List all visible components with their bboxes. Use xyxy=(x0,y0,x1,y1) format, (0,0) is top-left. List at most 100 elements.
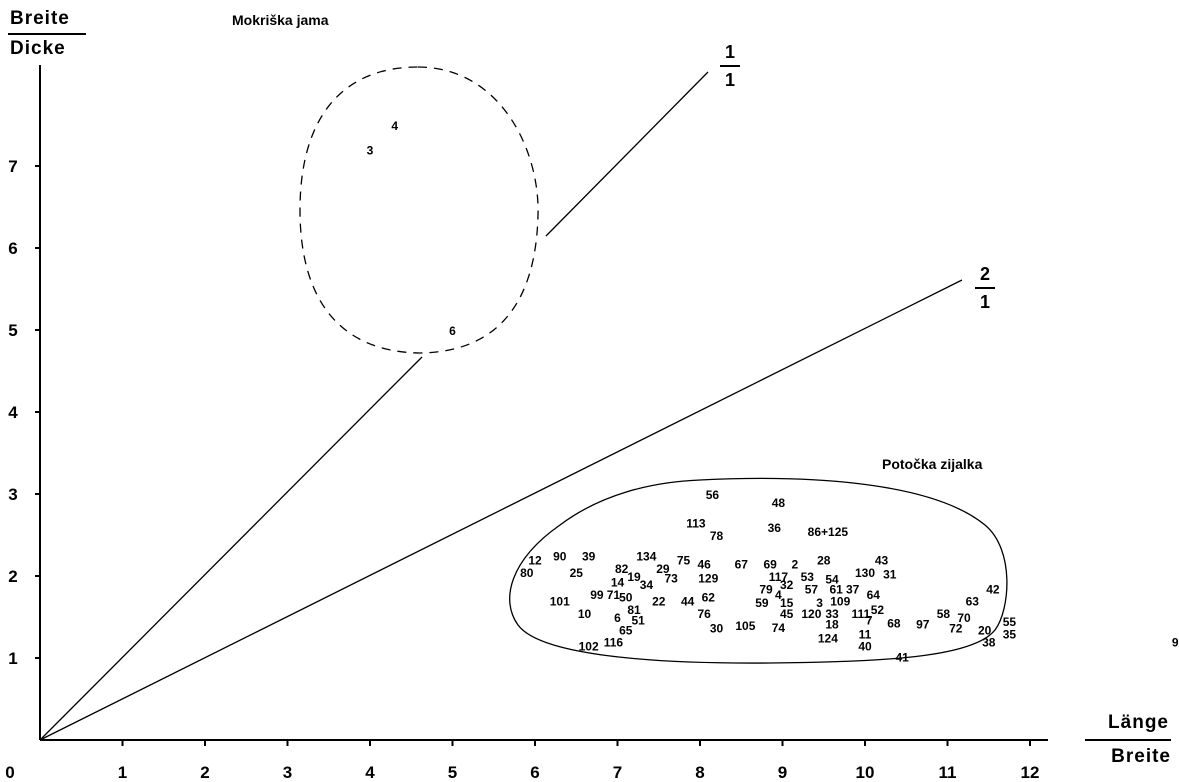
data-point-label: 22 xyxy=(652,595,666,609)
data-point-label: 30 xyxy=(710,622,724,636)
data-point-label: 65 xyxy=(619,623,633,637)
data-point-label: 81 xyxy=(627,603,641,617)
y-tick-label: 3 xyxy=(8,485,17,504)
data-point-label: 78 xyxy=(710,529,724,543)
data-point-label: 57 xyxy=(805,582,819,596)
data-point-label: 54 xyxy=(825,572,839,586)
data-point-label: 59 xyxy=(755,596,769,610)
ratio-line-1-1-upper xyxy=(545,71,709,237)
potocka-solid-outline xyxy=(509,477,1008,664)
x-axis-label-rule xyxy=(1085,739,1171,741)
data-point-label: 46 xyxy=(697,558,711,572)
data-point-label: 61 xyxy=(829,582,843,596)
data-point-label: 86+125 xyxy=(808,525,849,539)
data-point-label: 97 xyxy=(916,618,930,632)
group-title-potocka: Potočka zijalka xyxy=(882,456,983,472)
data-point-label: 80 xyxy=(520,566,534,580)
group-outlines xyxy=(299,66,1008,664)
data-point-label: 58 xyxy=(937,607,951,621)
data-point-label: 20 xyxy=(978,623,992,637)
data-point-label: 10 xyxy=(578,607,592,621)
x-tick-label: 10 xyxy=(856,763,875,782)
data-point-label: 29 xyxy=(656,562,670,576)
data-point-label: 99 xyxy=(590,588,604,602)
data-point-label: 31 xyxy=(883,568,897,582)
data-point-label: 64 xyxy=(867,588,881,602)
data-point-label: 6 xyxy=(449,324,456,338)
data-point-label: 51 xyxy=(631,613,645,627)
ratio-lines: 1 12 1 xyxy=(39,42,995,741)
ratio-label-numerator: 2 xyxy=(980,264,990,284)
data-point-label: 2 xyxy=(792,558,799,572)
data-point-label: 32 xyxy=(780,578,794,592)
data-point-label: 62 xyxy=(702,591,716,605)
data-point-label: 7 xyxy=(866,613,873,627)
data-point-label: 42 xyxy=(986,582,1000,596)
x-tick-label: 2 xyxy=(200,763,209,782)
data-point-label: 55 xyxy=(1003,615,1017,629)
data-point-label: 79 xyxy=(759,582,773,596)
x-tick-label: 1 xyxy=(118,763,127,782)
data-point-label: 6 xyxy=(614,611,621,625)
axes xyxy=(35,65,1048,746)
x-tick-label: 12 xyxy=(1021,763,1040,782)
mokriska-dashed-outline xyxy=(299,66,539,354)
y-tick-label: 6 xyxy=(8,239,17,258)
ratio-line-1-1-lower xyxy=(39,356,423,741)
data-point-label: 68 xyxy=(887,617,901,631)
x-tick-label: 6 xyxy=(530,763,539,782)
data-point-label: 76 xyxy=(697,607,711,621)
data-point-label: 63 xyxy=(966,595,980,609)
data-point-label: 4 xyxy=(775,588,782,602)
data-point-label: 116 xyxy=(604,636,624,650)
y-tick-label: 7 xyxy=(8,157,17,176)
data-point-label: 12 xyxy=(528,554,542,568)
data-point-label: 109 xyxy=(830,595,850,609)
data-point-label: 43 xyxy=(875,554,889,568)
data-point-label: 33 xyxy=(825,607,839,621)
data-point-label: 40 xyxy=(858,640,872,654)
y-tick-label: 5 xyxy=(8,321,17,340)
y-axis-label-rule xyxy=(8,33,86,35)
x-tick-label: 8 xyxy=(695,763,704,782)
data-point-label: 15 xyxy=(780,596,794,610)
ratio-label-denominator: 1 xyxy=(980,292,990,312)
ratio-line-2-1 xyxy=(39,279,963,741)
group-title-mokriska: Mokriška jama xyxy=(232,12,329,28)
data-point-label: 36 xyxy=(768,521,782,535)
data-point-label: 39 xyxy=(582,550,596,564)
x-tick-label: 11 xyxy=(939,763,957,782)
ratio-label-numerator: 1 xyxy=(725,42,735,62)
data-point-label: 74 xyxy=(772,621,786,635)
data-point-label: 73 xyxy=(664,572,678,586)
data-point-label: 134 xyxy=(636,550,656,564)
y-axis-label-top: Breite xyxy=(10,8,70,29)
x-tick-label: 5 xyxy=(448,763,457,782)
data-point-label: 71 xyxy=(607,588,621,602)
data-point-label: 38 xyxy=(982,636,996,650)
data-point-label: 19 xyxy=(627,570,641,584)
data-point-label: 52 xyxy=(871,603,885,617)
y-tick-label: 1 xyxy=(8,649,17,668)
data-point-label: 102 xyxy=(579,640,599,654)
data-point-label: 45 xyxy=(780,607,794,621)
data-point-label: 48 xyxy=(772,496,786,510)
data-point-label: 113 xyxy=(686,517,706,531)
data-point-label: 56 xyxy=(706,488,720,502)
data-point-label: 111 xyxy=(852,607,871,621)
data-point-label: 44 xyxy=(681,595,695,609)
data-point-label: 50 xyxy=(619,591,633,605)
data-point-label: 67 xyxy=(735,558,749,572)
data-point-label: 3 xyxy=(367,144,374,158)
data-point-label: 124 xyxy=(818,632,838,646)
y-tick-label: 4 xyxy=(8,403,18,422)
data-point-label: 14 xyxy=(611,576,625,590)
data-point-label: 4 xyxy=(391,119,398,133)
x-axis-label-top: Länge xyxy=(1108,712,1169,733)
data-point-label: 129 xyxy=(698,572,718,586)
data-point-label: 101 xyxy=(550,595,570,609)
data-point-label: 28 xyxy=(817,554,831,568)
